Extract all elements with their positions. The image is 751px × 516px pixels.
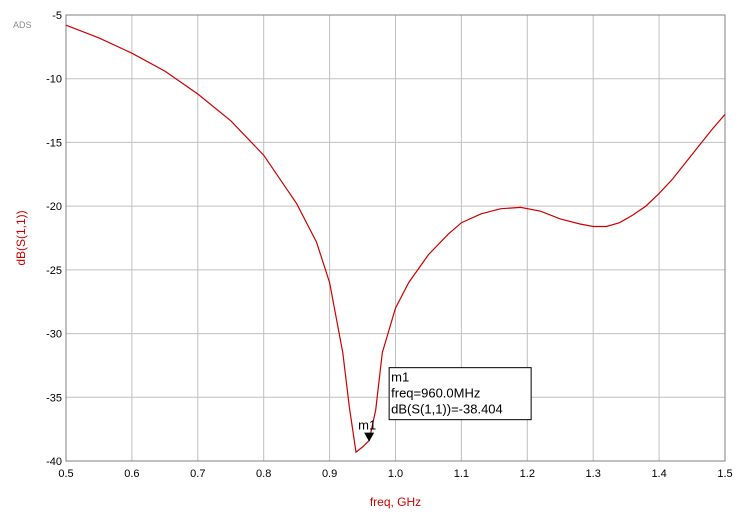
x-tick-labels: 0.5 0.6 0.7 0.8 0.9 1.0 1.1 1.2 1.3 1.4 1.5 [58, 468, 732, 480]
x-tick-label: 0.5 [58, 468, 73, 480]
x-tick-label: 1.1 [454, 468, 469, 480]
y-tick-label: -35 [46, 392, 62, 404]
y-tick-label: -10 [46, 74, 62, 86]
marker-readout-box [388, 367, 532, 421]
y-tick-label: -5 [52, 10, 62, 22]
marker-readout-name: m1 [391, 370, 409, 385]
x-tick-label: 1.0 [388, 468, 403, 480]
x-tick-label: 1.5 [717, 468, 732, 480]
x-tick-label: 1.3 [586, 468, 601, 480]
s11-trace-line [65, 24, 726, 454]
x-tick-label: 1.4 [651, 468, 666, 480]
y-tick-label: -40 [46, 456, 62, 468]
marker-readout-value: dB(S(1,1))=-38.404 [391, 402, 503, 417]
marker-m1[interactable]: m1 m1 freq=960.0MHz dB(S(1,1))=-38.404 [358, 367, 532, 442]
y-tick-label: -20 [46, 201, 62, 213]
marker-tag-label: m1 [358, 418, 376, 433]
y-tick-labels: -5 -10 -15 -20 -25 -30 -35 -40 [46, 10, 62, 468]
x-tick-label: 1.2 [520, 468, 535, 480]
x-tick-label: 0.9 [322, 468, 337, 480]
plot-frame [65, 14, 726, 462]
y-axis-title: dB(S(1,1)) [14, 210, 28, 265]
y-tick-label: -15 [46, 137, 62, 149]
x-axis-title: freq, GHz [370, 495, 421, 509]
x-tick-label: 0.7 [190, 468, 205, 480]
marker-readout-freq: freq=960.0MHz [391, 386, 480, 401]
x-tick-label: 0.6 [124, 468, 139, 480]
y-tick-label: -25 [46, 265, 62, 277]
marker-arrow-icon [364, 432, 375, 442]
ads-brand-label: ADS [13, 20, 32, 30]
y-tick-label: -30 [46, 329, 62, 341]
x-tick-label: 0.8 [256, 468, 271, 480]
